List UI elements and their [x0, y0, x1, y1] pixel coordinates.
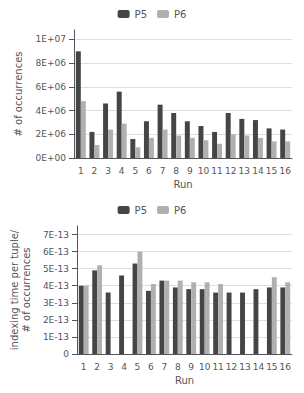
svg-text:13: 13: [239, 362, 250, 372]
svg-text:P6: P6: [174, 9, 186, 20]
svg-text:8: 8: [175, 362, 181, 372]
svg-text:6: 6: [146, 166, 152, 176]
svg-text:6E-13: 6E-13: [43, 247, 69, 257]
svg-text:Run: Run: [175, 375, 194, 386]
svg-text:12: 12: [226, 362, 237, 372]
svg-text:3E-13: 3E-13: [43, 298, 69, 308]
svg-text:7: 7: [160, 166, 166, 176]
svg-text:4: 4: [119, 166, 125, 176]
svg-text:2E-13: 2E-13: [43, 315, 69, 325]
svg-text:# of occurrences: # of occurrences: [21, 247, 32, 332]
svg-text:15: 15: [266, 362, 277, 372]
svg-text:P5: P5: [135, 9, 147, 20]
svg-text:11: 11: [212, 362, 223, 372]
svg-text:2E+06: 2E+06: [36, 129, 67, 139]
svg-text:16: 16: [279, 166, 291, 176]
svg-text:P6: P6: [174, 205, 186, 216]
svg-text:# of occurrences: # of occurrences: [13, 51, 24, 136]
svg-text:7E-13: 7E-13: [43, 230, 69, 240]
svg-text:8: 8: [173, 166, 179, 176]
svg-text:2: 2: [94, 362, 100, 372]
svg-text:1: 1: [78, 166, 84, 176]
svg-text:15: 15: [266, 166, 277, 176]
svg-text:1E+07: 1E+07: [36, 34, 66, 44]
svg-text:P5: P5: [135, 205, 147, 216]
svg-text:4E-13: 4E-13: [43, 281, 69, 291]
svg-text:2: 2: [92, 166, 98, 176]
svg-text:6: 6: [148, 362, 154, 372]
svg-text:14: 14: [252, 166, 264, 176]
svg-text:7: 7: [161, 362, 167, 372]
svg-text:1: 1: [81, 362, 87, 372]
svg-text:indexing time per tuple/: indexing time per tuple/: [9, 229, 20, 350]
svg-text:11: 11: [211, 166, 222, 176]
svg-text:6E+06: 6E+06: [36, 82, 67, 92]
svg-text:Run: Run: [173, 179, 192, 190]
svg-text:5E-13: 5E-13: [43, 264, 69, 274]
svg-text:4E+06: 4E+06: [36, 106, 67, 116]
svg-text:0E+00: 0E+00: [36, 153, 67, 163]
svg-text:9: 9: [188, 362, 194, 372]
svg-text:1E-13: 1E-13: [43, 332, 69, 342]
svg-text:10: 10: [199, 362, 211, 372]
svg-text:5: 5: [132, 166, 138, 176]
svg-text:10: 10: [198, 166, 210, 176]
svg-text:0: 0: [63, 349, 69, 359]
svg-text:4: 4: [121, 362, 127, 372]
svg-text:13: 13: [239, 166, 250, 176]
svg-text:14: 14: [253, 362, 265, 372]
svg-text:9: 9: [187, 166, 193, 176]
svg-text:8E+06: 8E+06: [36, 58, 67, 68]
svg-text:16: 16: [280, 362, 292, 372]
svg-text:3: 3: [105, 166, 111, 176]
svg-text:3: 3: [108, 362, 114, 372]
svg-text:5: 5: [135, 362, 141, 372]
svg-text:12: 12: [225, 166, 236, 176]
